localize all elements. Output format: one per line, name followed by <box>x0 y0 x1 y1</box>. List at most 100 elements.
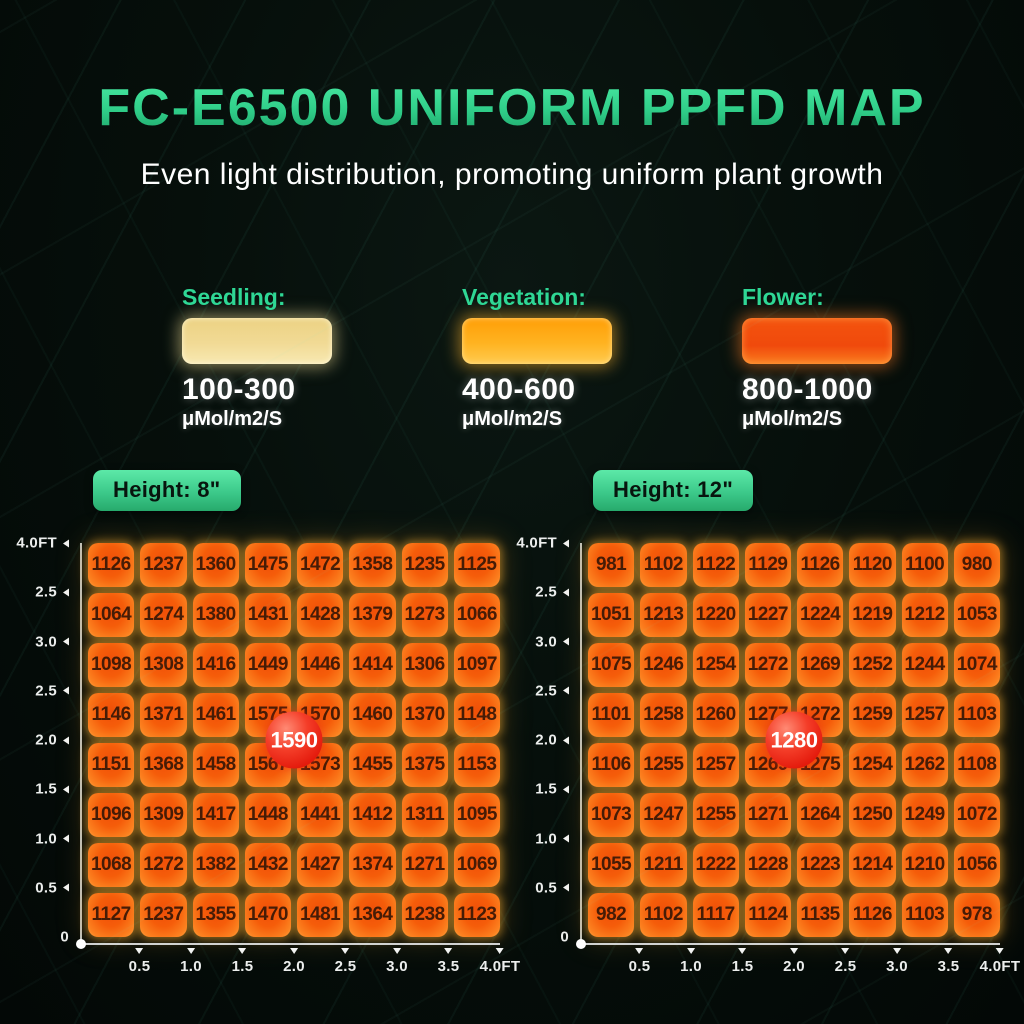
ppfd-cell: 1271 <box>744 793 791 837</box>
ppfd-cell: 1364 <box>349 893 396 937</box>
ppfd-cell: 1214 <box>849 843 896 887</box>
x-axis-line <box>76 939 500 949</box>
plot-area-8: 4.0FT 2.5 3.0 2.5 2.0 1.5 1.0 0.5 0 1126 1237 1360… <box>16 535 520 976</box>
ppfd-cell: 1095 <box>453 793 500 837</box>
tick-arrow-icon <box>563 539 569 547</box>
ppfd-cell: 1123 <box>453 893 500 937</box>
ppfd-cell: 1124 <box>744 893 791 937</box>
ppfd-cell: 1103 <box>901 893 948 937</box>
x-tick-label: 1.5 <box>231 958 254 975</box>
ppfd-cell: 1460 <box>349 693 396 737</box>
ppfd-cell: 1126 <box>797 543 844 587</box>
ppfd-cell: 1252 <box>849 643 896 687</box>
x-tick-label: 2.0 <box>283 958 305 975</box>
y-tick-label: 1.0 <box>35 830 57 847</box>
ppfd-cell: 1255 <box>692 793 739 837</box>
height-badge-8: Height: 8" <box>93 470 241 511</box>
ppfd-cell: 1213 <box>640 593 687 637</box>
ppfd-cell: 1262 <box>901 743 948 787</box>
ppfd-cell: 1151 <box>88 743 135 787</box>
ppfd-cell: 1264 <box>797 793 844 837</box>
tick-arrow-icon <box>135 948 144 954</box>
y-axis-line <box>580 543 582 944</box>
ppfd-cell: 1125 <box>453 543 500 587</box>
ppfd-cell: 1461 <box>192 693 239 737</box>
ppfd-cell: 1222 <box>692 843 739 887</box>
ppfd-cell: 1051 <box>588 593 635 637</box>
ppfd-cell: 1210 <box>901 843 948 887</box>
tick-arrow-icon <box>63 883 69 892</box>
ppfd-cell: 1146 <box>88 693 135 737</box>
ppfd-cell: 1053 <box>953 593 1000 637</box>
ppfd-cell: 1064 <box>88 593 135 637</box>
ppfd-cell: 1148 <box>453 693 500 737</box>
ppfd-cell: 1246 <box>640 643 687 687</box>
ppfd-chart-height-12: Height: 12" 4.0FT 2.5 3.0 2.5 2.0 1.5 1.0 0.5 0 … <box>516 470 1020 976</box>
tick-arrow-icon <box>563 686 569 695</box>
y-tick-label: 0.5 <box>535 879 557 897</box>
ppfd-cell: 1272 <box>744 643 791 687</box>
x-tick-label: 3.5 <box>937 958 960 975</box>
y-axis-tick: 2.5 <box>35 682 69 699</box>
legend-range-flower: 800-1000 <box>742 373 873 406</box>
ppfd-cell: 1273 <box>401 593 448 637</box>
y-tick-label: 4.0FT <box>16 534 57 552</box>
y-axis-tick: 0.5 <box>535 879 569 896</box>
y-tick-label: 1.5 <box>535 780 557 798</box>
legend-item-vegetation: Vegetation: 400-600 μMol/m2/S <box>462 284 632 431</box>
ppfd-cell: 1211 <box>640 843 687 887</box>
x-tick-label: 3.0 <box>386 958 408 975</box>
y-tick-label: 0 <box>60 928 69 946</box>
x-axis-tick: 4.0FT <box>980 948 1021 975</box>
ppfd-chart-height-8: Height: 8" 4.0FT 2.5 3.0 2.5 2.0 1.5 1.0 0.5 0 1… <box>16 470 520 976</box>
ppfd-cell: 1247 <box>640 793 687 837</box>
tick-arrow-icon <box>563 588 569 597</box>
x-axis-tick: 2.5 <box>335 948 357 975</box>
tick-arrow-icon <box>686 948 695 954</box>
tick-arrow-icon <box>738 948 747 954</box>
x-tick-label: 2.0 <box>783 958 805 975</box>
tick-arrow-icon <box>635 948 644 954</box>
ppfd-cell: 1412 <box>349 793 396 837</box>
ppfd-cell: 1272 <box>140 843 187 887</box>
y-tick-label: 2.5 <box>35 583 57 601</box>
x-tick-label: 1.5 <box>731 958 754 975</box>
ppfd-cell: 1255 <box>640 743 687 787</box>
ppfd-cell: 1417 <box>192 793 239 837</box>
y-axis-tick: 0 <box>60 929 69 946</box>
ppfd-cell: 1427 <box>297 843 344 887</box>
ppfd-cell: 1368 <box>140 743 187 787</box>
ppfd-cell: 1223 <box>797 843 844 887</box>
tick-arrow-icon <box>563 736 569 744</box>
x-axis-tick: 4.0FT <box>480 948 521 975</box>
legend-item-seedling: Seedling: 100-300 μMol/m2/S <box>182 284 352 431</box>
x-axis-line <box>576 939 1000 949</box>
x-axis-tick: 0.5 <box>629 948 651 975</box>
ppfd-cell: 1308 <box>140 643 187 687</box>
y-tick-label: 2.5 <box>35 682 57 700</box>
ppfd-cell: 1073 <box>588 793 635 837</box>
tick-arrow-icon <box>444 948 453 954</box>
x-tick-label: 2.5 <box>834 958 857 975</box>
ppfd-cell: 1250 <box>849 793 896 837</box>
ppfd-cell: 1360 <box>192 543 239 587</box>
y-axis-tick: 4.0FT <box>16 535 69 552</box>
tick-arrow-icon <box>496 948 504 954</box>
x-tick-label: 4.0FT <box>479 958 521 975</box>
ppfd-cell: 1129 <box>744 543 791 587</box>
ppfd-cell: 1244 <box>901 643 948 687</box>
legend-item-flower: Flower: 800-1000 μMol/m2/S <box>742 284 912 431</box>
ppfd-cell: 1072 <box>953 793 1000 837</box>
y-axis-tick: 2.0 <box>35 732 69 749</box>
legend-unit-flower: μMol/m2/S <box>742 408 843 430</box>
y-axis-tick: 0 <box>560 929 569 946</box>
x-axis-tick: 3.5 <box>438 948 460 975</box>
ppfd-cell: 1069 <box>453 843 500 887</box>
legend-range-vegetation: 400-600 <box>462 373 576 406</box>
tick-arrow-icon <box>563 883 569 892</box>
ppfd-cell: 1056 <box>953 843 1000 887</box>
plot-area-12: 4.0FT 2.5 3.0 2.5 2.0 1.5 1.0 0.5 0 981 1102 1122 1… <box>516 535 1020 976</box>
ppfd-cell: 1259 <box>849 693 896 737</box>
y-axis-tick: 4.0FT <box>516 535 569 552</box>
ppfd-cell: 1101 <box>588 693 635 737</box>
